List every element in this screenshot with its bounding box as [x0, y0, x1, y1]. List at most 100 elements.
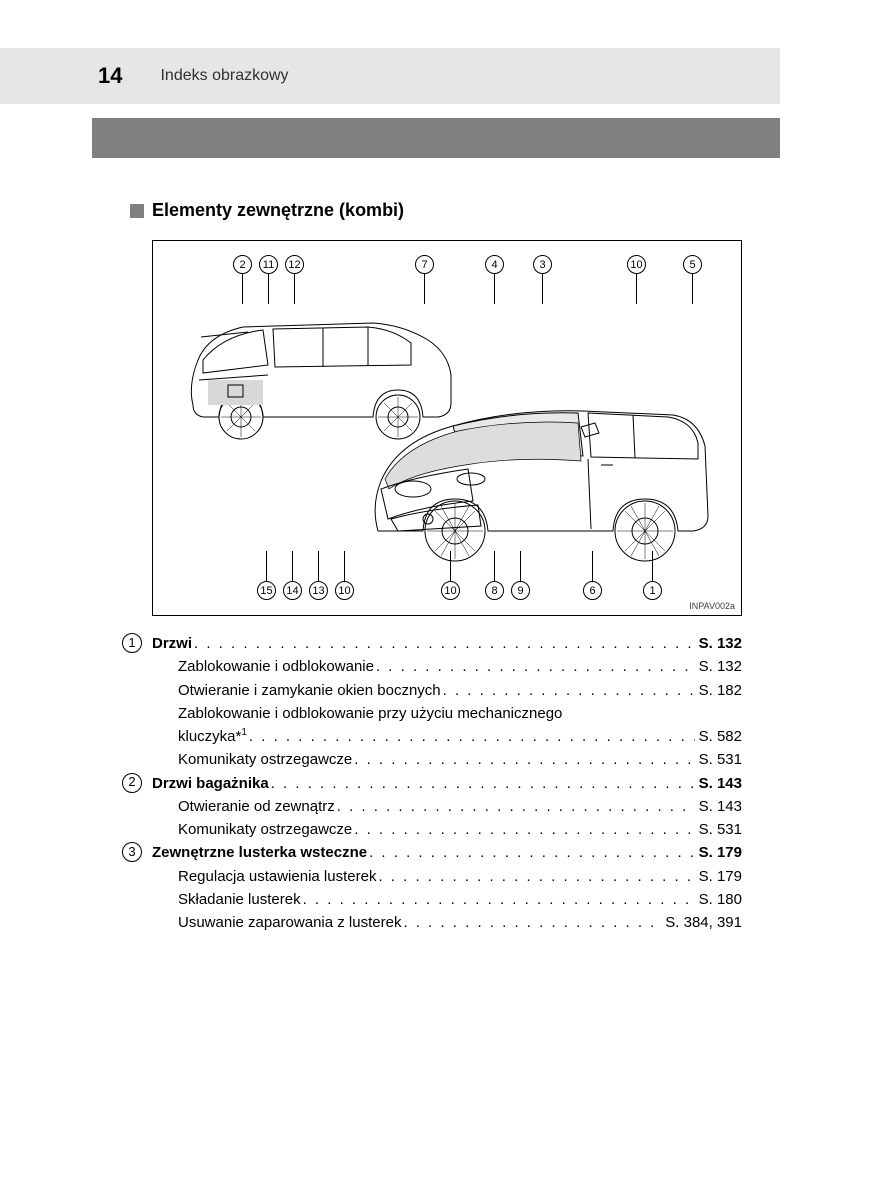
callout-circle: 15	[257, 581, 276, 600]
toc-sub-line: Usuwanie zaparowania z lusterek S. 384, 3…	[152, 911, 742, 934]
toc-title: Drzwi bagażnika	[152, 772, 269, 795]
dot-leader	[374, 655, 695, 678]
toc-sub-label: Komunikaty ostrzegawcze	[178, 748, 352, 771]
callout-leader	[592, 551, 593, 581]
dot-leader	[335, 795, 695, 818]
dot-leader	[192, 632, 695, 655]
toc-sub-page: S. 132	[695, 655, 742, 678]
callout-leader	[636, 274, 637, 304]
dot-leader	[367, 841, 695, 864]
bullet-square-icon	[130, 204, 144, 218]
callout-circle: 11	[259, 255, 278, 274]
callout-leader	[692, 274, 693, 304]
toc-sub-page: S. 531	[695, 818, 742, 841]
toc-sub-page: S. 384, 391	[661, 911, 742, 934]
toc-sub-line: Składanie lusterek S. 180	[152, 888, 742, 911]
toc-sub-page: S. 179	[695, 865, 742, 888]
dot-leader	[401, 911, 661, 934]
callout-circle: 7	[415, 255, 434, 274]
toc-sub-label: Komunikaty ostrzegawcze	[178, 818, 352, 841]
section-title: Elementy zewnętrzne (kombi)	[152, 200, 404, 221]
toc-title: Zewnętrzne lusterka wsteczne	[152, 841, 367, 864]
callout-leader	[242, 274, 243, 304]
dot-leader	[352, 748, 694, 771]
section-title-row: Elementy zewnętrzne (kombi)	[130, 200, 404, 221]
callout-circle: 3	[533, 255, 552, 274]
callout-leader	[294, 274, 295, 304]
toc-sub-label: Zablokowanie i odblokowanie	[178, 655, 374, 678]
callout-leader	[652, 551, 653, 581]
toc-sub-label: Usuwanie zaparowania z lusterek	[178, 911, 401, 934]
toc-sub-line: kluczyka*1 S. 582	[152, 725, 742, 748]
callout-leader	[520, 551, 521, 581]
callout-leader	[292, 551, 293, 581]
toc-sub-line: Zablokowanie i odblokowanie przy użyciu …	[152, 702, 742, 725]
dot-leader	[352, 818, 694, 841]
callout-circle: 10	[627, 255, 646, 274]
callout-circle: 5	[683, 255, 702, 274]
callout-circle: 4	[485, 255, 504, 274]
callout-leader	[494, 551, 495, 581]
entry-number-circle: 1	[122, 633, 142, 653]
toc-sub-line: Otwieranie i zamykanie okien bocznych S. …	[152, 679, 742, 702]
toc-sub-label: Regulacja ustawienia lusterek	[178, 865, 376, 888]
page-header: 14 Indeks obrazkowy	[0, 48, 780, 104]
callout-circle: 8	[485, 581, 504, 600]
toc-sub-label: Zablokowanie i odblokowanie przy użyciu …	[178, 702, 562, 725]
toc-sub-label: Otwieranie i zamykanie okien bocznych	[178, 679, 441, 702]
toc-main-line: Zewnętrzne lusterka wsteczne S. 179	[152, 841, 742, 864]
callout-circle: 9	[511, 581, 530, 600]
callout-leader	[344, 551, 345, 581]
toc-page: S. 143	[695, 772, 742, 795]
toc-sub-page: S. 582	[695, 725, 742, 748]
callout-circle: 14	[283, 581, 302, 600]
dot-leader	[247, 725, 695, 748]
entry-number-circle: 3	[122, 842, 142, 862]
callout-leader	[266, 551, 267, 581]
toc-sub-line: Zablokowanie i odblokowanie S. 132	[152, 655, 742, 678]
callout-leader	[450, 551, 451, 581]
toc-sub-label: kluczyka*1	[178, 725, 247, 748]
toc-sub-line: Otwieranie od zewnątrz S. 143	[152, 795, 742, 818]
toc-sub-line: Regulacja ustawienia lusterek S. 179	[152, 865, 742, 888]
callout-leader	[542, 274, 543, 304]
page-number: 14	[98, 63, 122, 89]
callout-leader	[268, 274, 269, 304]
entry-number-circle: 2	[122, 773, 142, 793]
callout-circle: 10	[441, 581, 460, 600]
callout-leader	[424, 274, 425, 304]
car-diagram: INPAV002a 2 11 12 7 4 3 10 5 15 14 13 10 10 89 6 1	[152, 240, 742, 616]
toc-entry: 3Zewnętrzne lusterka wsteczneS. 179Regul…	[152, 841, 742, 934]
section-gray-bar	[92, 118, 780, 158]
toc-sub-page: S. 531	[695, 748, 742, 771]
callout-leader	[494, 274, 495, 304]
toc-sub-page: S. 143	[695, 795, 742, 818]
toc-sub-label: Otwieranie od zewnątrz	[178, 795, 335, 818]
callout-circle: 10	[335, 581, 354, 600]
callout-circle: 6	[583, 581, 602, 600]
diagram-code: INPAV002a	[689, 601, 735, 611]
toc-entry: 1DrzwiS. 132Zablokowanie i odblokowanieS…	[152, 632, 742, 772]
toc-sub-label: Składanie lusterek	[178, 888, 301, 911]
header-title: Indeks obrazkowy	[160, 67, 288, 85]
toc-sub-line: Komunikaty ostrzegawcze S. 531	[152, 818, 742, 841]
toc-page: S. 132	[695, 632, 742, 655]
toc-sub-line: Komunikaty ostrzegawcze S. 531	[152, 748, 742, 771]
car-front-illustration	[353, 371, 723, 581]
callout-leader	[318, 551, 319, 581]
dot-leader	[441, 679, 695, 702]
toc-sub-page: S. 182	[695, 679, 742, 702]
dot-leader	[376, 865, 694, 888]
callout-circle: 1	[643, 581, 662, 600]
dot-leader	[301, 888, 695, 911]
callout-circle: 2	[233, 255, 252, 274]
toc-entry: 2Drzwi bagażnikaS. 143Otwieranie od zewn…	[152, 772, 742, 842]
toc-sub-page: S. 180	[695, 888, 742, 911]
toc-title: Drzwi	[152, 632, 192, 655]
toc-main-line: Drzwi S. 132	[152, 632, 742, 655]
callout-circle: 12	[285, 255, 304, 274]
toc-main-line: Drzwi bagażnika S. 143	[152, 772, 742, 795]
dot-leader	[269, 772, 695, 795]
toc-page: S. 179	[695, 841, 742, 864]
callout-circle: 13	[309, 581, 328, 600]
